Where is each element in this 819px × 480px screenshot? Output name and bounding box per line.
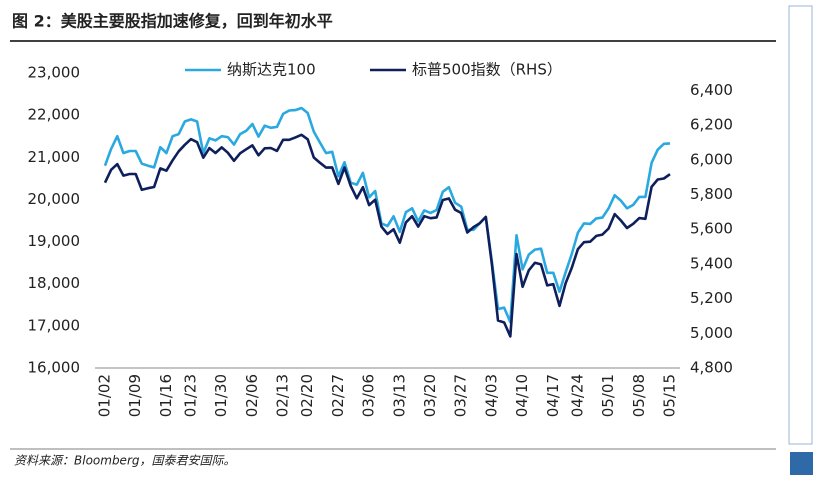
x-tick-label: 04/17 — [544, 374, 562, 417]
x-tick-label: 01/16 — [157, 374, 175, 417]
y2-tick-label: 5,400 — [690, 254, 733, 272]
y2-tick-label: 6,200 — [690, 116, 733, 134]
x-tick-label: 02/13 — [274, 374, 292, 417]
series-line — [103, 133, 671, 338]
y-tick-label: 21,000 — [28, 148, 81, 166]
x-tick-label: 04/03 — [482, 374, 500, 417]
y2-tick-label: 6,000 — [690, 150, 733, 168]
source-note: 资料来源：Bloomberg，国泰君安国际。 — [14, 454, 236, 468]
y2-tick-label: 5,000 — [690, 324, 733, 342]
x-tick-label: 04/10 — [513, 374, 531, 417]
side-panel — [788, 5, 813, 445]
x-tick-label: 04/24 — [568, 374, 586, 417]
x-tick-label: 02/20 — [298, 374, 316, 417]
y-tick-label: 17,000 — [28, 316, 81, 334]
x-tick-label: 03/13 — [390, 374, 408, 417]
y-tick-label: 20,000 — [28, 190, 81, 208]
y-tick-label: 22,000 — [28, 106, 81, 124]
x-tick-label: 01/30 — [212, 374, 230, 417]
y2-tick-label: 5,200 — [690, 289, 733, 307]
x-tick-label: 03/20 — [421, 374, 439, 417]
chart-title: 图 2：美股主要股指加速修复，回到年初水平 — [12, 12, 333, 31]
x-tick-label: 01/09 — [126, 374, 144, 417]
side-block — [790, 452, 813, 475]
legend-label: 标普500指数（RHS） — [412, 61, 562, 79]
series-line — [103, 106, 671, 324]
y2-tick-label: 5,600 — [690, 220, 733, 238]
y2-tick-label: 4,800 — [690, 359, 733, 377]
x-tick-label: 05/15 — [661, 374, 679, 417]
y-tick-label: 23,000 — [28, 64, 81, 82]
legend-label: 纳斯达克100 — [227, 61, 316, 79]
x-tick-label: 02/27 — [329, 374, 347, 417]
x-tick-label: 05/08 — [630, 374, 648, 417]
y2-tick-label: 6,400 — [690, 81, 733, 99]
y-tick-label: 18,000 — [28, 274, 81, 292]
x-tick-label: 03/06 — [360, 374, 378, 417]
y2-tick-label: 5,800 — [690, 185, 733, 203]
y-tick-label: 19,000 — [28, 232, 81, 250]
x-tick-label: 01/02 — [96, 374, 114, 417]
y-tick-label: 16,000 — [28, 359, 81, 377]
x-tick-label: 02/06 — [243, 374, 261, 417]
x-tick-label: 03/27 — [452, 374, 470, 417]
x-tick-label: 01/23 — [181, 374, 199, 417]
x-tick-label: 05/01 — [599, 374, 617, 417]
